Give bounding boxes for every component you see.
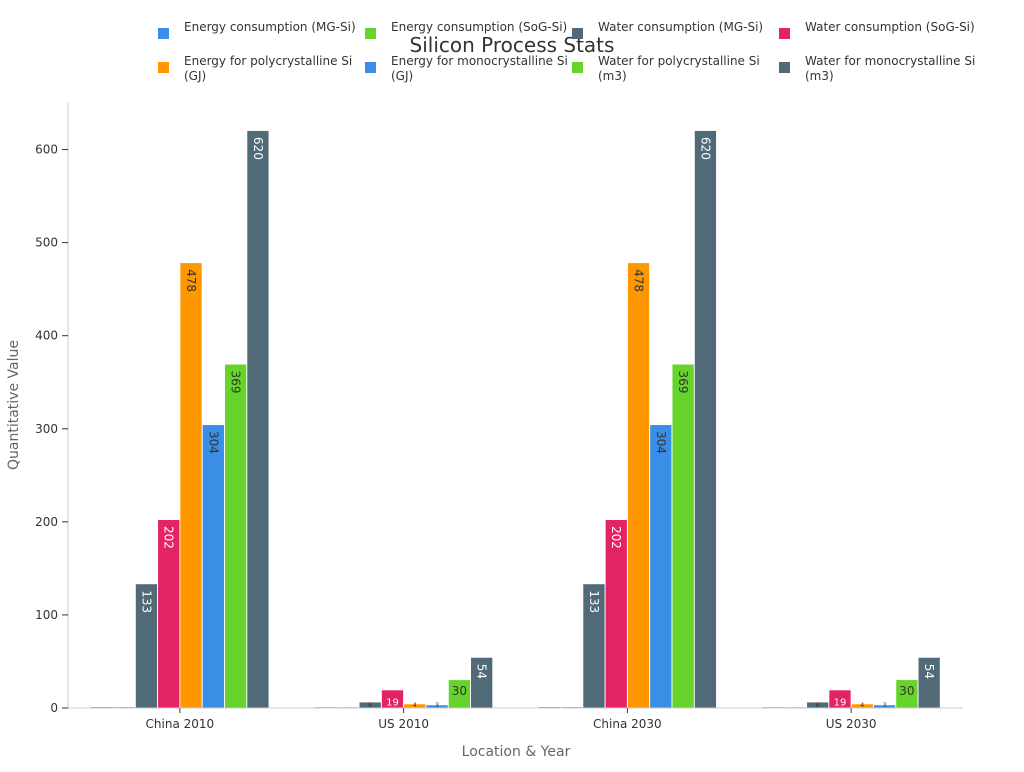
legend-swatch [779,62,790,73]
y-axis-title: Quantitative Value [6,340,22,470]
legend: Energy consumption (MG-Si) Energy consump… [158,20,975,83]
y-tick-label: 600 [35,143,58,157]
y-tick-label: 400 [35,329,58,343]
bar-data-label: 133 [587,590,601,613]
legend-label: Energy for monocrystalline Si (GJ) [391,54,568,83]
y-tick-label: 100 [35,608,58,622]
bar-data-label: 369 [676,371,690,394]
bar [627,263,650,708]
bar-data-label: 478 [184,269,198,292]
bar [158,519,180,708]
legend-swatch [572,62,583,73]
bar-data-label: 369 [229,371,243,394]
bar [896,680,918,708]
bar-data-label: 6 [368,702,372,709]
x-tick-label: China 2010 [146,717,215,731]
legend-swatch [779,28,790,39]
bar [135,584,158,708]
legend-label: Water for monocrystalline Si (m3) [805,54,975,83]
bar-data-label: 620 [698,137,712,160]
y-tick-label: 0 [50,701,58,715]
bar [247,130,269,708]
bar [873,705,896,708]
bar [224,364,247,708]
bar-data-label: 620 [251,137,265,160]
legend-swatch [365,62,376,73]
bar-data-label: 19 [386,697,399,708]
bar [202,425,224,708]
bar-data-label: 478 [632,269,646,292]
bar [404,704,426,708]
bar [180,263,202,708]
bar [605,519,627,708]
bar-data-label: 304 [654,431,668,454]
bar-data-label: 4 [413,702,417,709]
bar-data-label: 54 [922,664,936,679]
bar [650,425,672,708]
x-tick-label: China 2030 [593,717,662,731]
legend-label: Water consumption (MG-Si) [598,20,763,34]
legend-swatch [572,28,583,39]
bar [694,130,717,708]
bar-data-label: 19 [834,697,847,708]
legend-swatch [365,28,376,39]
bar-data-label: 30 [899,684,914,698]
y-tick-label: 300 [35,422,58,436]
legend-swatch [158,62,169,73]
y-tick-label: 200 [35,515,58,529]
bar [583,584,605,708]
legend-label: Water for polycrystalline Si (m3) [598,54,760,83]
axes-layer: 0 100 200 300 400 500 600 China 2010 US 2010 Chin… [35,103,963,731]
bar-data-label: 4 [860,702,864,709]
bar-data-label: 30 [452,684,467,698]
bar-data-label: 3 [883,702,887,709]
bar [426,705,448,708]
bar [448,680,471,708]
bar [672,364,694,708]
bar [359,702,381,708]
bar-data-label: 3 [435,702,439,709]
legend-label: Energy for polycrystalline Si (GJ) [184,54,352,83]
bar [918,657,940,708]
bar [807,702,829,708]
bar-data-label: 133 [139,590,153,613]
legend-swatch [158,28,169,39]
x-tick-label: US 2010 [378,717,429,731]
y-tick-label: 500 [35,236,58,250]
x-axis-title: Location & Year [462,744,571,760]
bar [381,690,404,708]
bar [829,690,851,708]
legend-label: Energy consumption (MG-Si) [184,20,356,34]
bar-data-label: 54 [475,664,489,679]
bar-data-label: 6 [816,702,820,709]
bar-data-label: 304 [206,431,220,454]
bar [851,704,873,708]
legend-label: Energy consumption (SoG-Si) [391,20,567,34]
x-tick-label: US 2030 [826,717,877,731]
bar [471,657,493,708]
bar-data-label: 202 [609,526,623,549]
bar-data-label: 202 [162,526,176,549]
legend-label: Water consumption (SoG-Si) [805,20,975,34]
